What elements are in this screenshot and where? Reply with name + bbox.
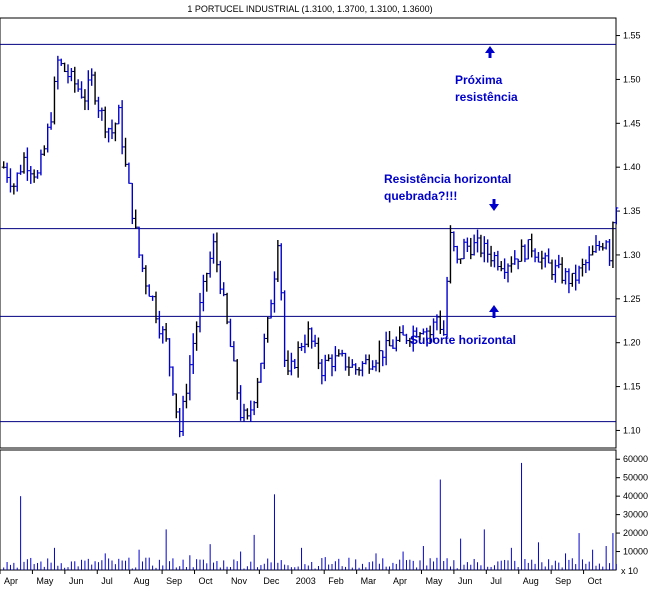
arrow-down-icon: [489, 199, 499, 211]
price-tick-label: 1.15: [623, 382, 641, 392]
x-tick-label: Jun: [69, 576, 84, 586]
price-panel-frame: [0, 17, 617, 449]
x-tick-label: Jul: [101, 576, 113, 586]
annotation-next-resistance-line1: Próxima: [455, 73, 503, 87]
x-tick-label: Jul: [490, 576, 502, 586]
annotation-support: Suporte horizontal: [410, 333, 516, 347]
x-tick-label: Nov: [231, 576, 248, 586]
x-tick-label: Oct: [588, 576, 603, 586]
x-axis: Apr May Jun Jul Aug Sep Oct Nov Dec 2003 Feb Mar Apr…: [0, 570, 602, 586]
annotation-broken-resistance-line1: Resistência horizontal: [384, 172, 511, 186]
price-tick-label: 1.30: [623, 250, 641, 260]
volume-tick-label: 60000: [623, 454, 648, 464]
x-tick-label: 2003: [296, 576, 316, 586]
x-tick-label: Oct: [199, 576, 214, 586]
volume-tick-label: 10000: [623, 547, 648, 557]
annotation-broken-resistance-line2: quebrada?!!!: [384, 189, 457, 203]
x-tick-label: Jun: [458, 576, 473, 586]
x-tick-label: Aug: [523, 576, 539, 586]
price-tick-label: 1.35: [623, 206, 641, 216]
x-tick-label: Dec: [263, 576, 280, 586]
price-tick-label: 1.55: [623, 31, 641, 41]
x-tick-label: Mar: [361, 576, 377, 586]
volume-tick-label: 40000: [623, 491, 648, 501]
chart-title: 1 PORTUCEL INDUSTRIAL (1.3100, 1.3700, 1…: [187, 4, 432, 14]
x-tick-label: Feb: [328, 576, 344, 586]
x-tick-label: Aug: [134, 576, 150, 586]
arrow-up-icon: [489, 305, 499, 318]
annotation-next-resistance-line2: resistência: [455, 90, 518, 104]
price-tick-label: 1.50: [623, 74, 641, 84]
volume-multiplier-label: x 10: [621, 566, 638, 576]
volume-tick-label: 30000: [623, 510, 648, 520]
horizontal-lines: [0, 43, 616, 423]
annotations: Próxima resistência Resistência horizont…: [384, 46, 518, 347]
price-bars: [1, 55, 619, 438]
arrow-up-icon: [485, 46, 495, 58]
price-tick-label: 1.40: [623, 162, 641, 172]
price-axis: 1.10 1.15 1.20 1.25 1.30 1.35 1.40 1.45 1.50 1.55: [616, 31, 641, 435]
volume-tick-label: 20000: [623, 528, 648, 538]
x-tick-label: Apr: [393, 576, 407, 586]
volume-tick-label: 50000: [623, 473, 648, 483]
price-tick-label: 1.25: [623, 294, 641, 304]
volume-axis: 10000 20000 30000 40000 50000 60000 x 10: [616, 454, 648, 576]
x-tick-label: Sep: [555, 576, 571, 586]
price-tick-label: 1.45: [623, 118, 641, 128]
x-tick-label: Apr: [4, 576, 18, 586]
price-tick-label: 1.10: [623, 425, 641, 435]
x-tick-label: May: [425, 576, 443, 586]
x-tick-label: May: [36, 576, 54, 586]
x-tick-label: Sep: [166, 576, 182, 586]
price-tick-label: 1.20: [623, 338, 641, 348]
volume-bars: [3, 462, 617, 570]
